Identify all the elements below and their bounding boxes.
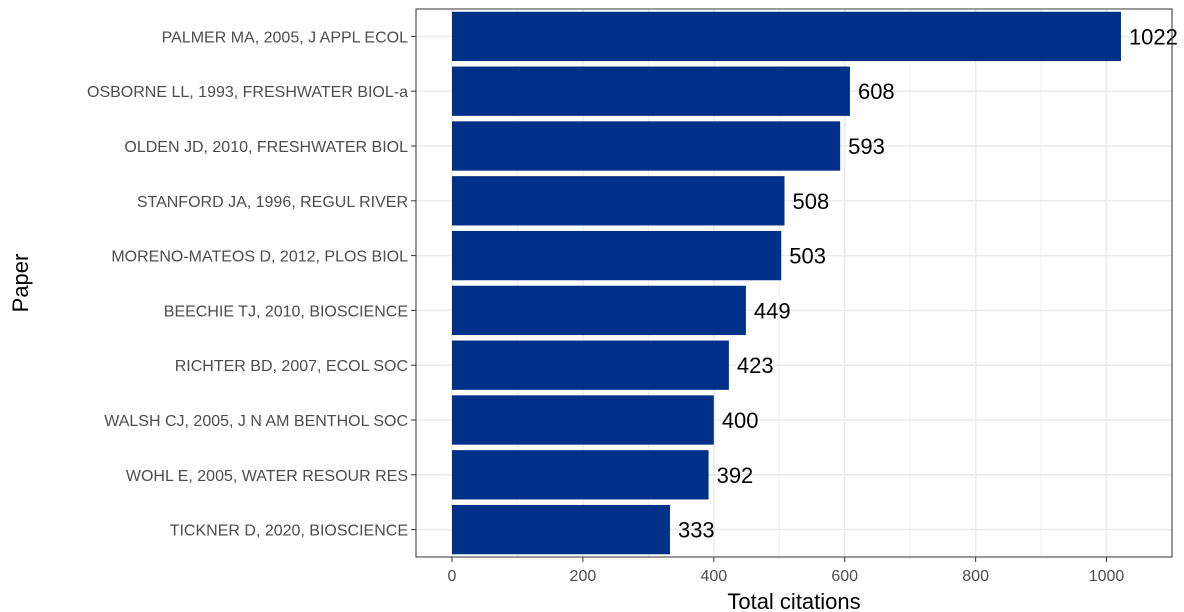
bar-value-label: 400 [722,408,759,433]
bar [452,285,746,336]
bar-value-label: 508 [793,189,830,214]
y-tick-label: PALMER MA, 2005, J APPL ECOL [162,29,408,46]
x-tick-label: 800 [962,568,989,585]
bars [452,11,1121,555]
x-axis-ticks: 0 200 400 600 800 1000 [448,557,1125,585]
bar [452,230,782,281]
value-labels: 1022 608 593 508 503 449 423 400 392 333 [678,24,1178,542]
x-tick-label: 600 [831,568,858,585]
y-axis-ticks: PALMER MA, 2005, J APPL ECOL OSBORNE LL, … [87,29,416,540]
x-axis-title: Total citations [727,589,860,612]
y-tick-label: MORENO-MATEOS D, 2012, PLOS BIOL [111,249,408,266]
bar-value-label: 333 [678,518,715,543]
bar [452,504,670,555]
y-tick-label: BEECHIE TJ, 2010, BIOSCIENCE [164,303,408,320]
y-tick-label: WOHL E, 2005, WATER RESOUR RES [126,468,408,485]
bar-value-label: 1022 [1129,24,1178,49]
bar [452,450,709,500]
bar-value-label: 593 [848,134,885,159]
y-tick-label: STANFORD JA, 1996, REGUL RIVER [137,194,408,211]
x-tick-label: 0 [448,568,457,585]
bar-value-label: 392 [717,463,754,488]
bar [452,340,729,390]
bar [452,121,841,171]
y-tick-label: OSBORNE LL, 1993, FRESHWATER BIOL-a [87,84,408,101]
bar-value-label: 608 [858,79,895,104]
bar [452,11,1121,62]
panel-border [415,8,1173,558]
x-tick-label: 1000 [1089,568,1125,585]
y-tick-label: RICHTER BD, 2007, ECOL SOC [175,358,408,375]
bar-value-label: 423 [737,353,774,378]
y-tick-label: WALSH CJ, 2005, J N AM BENTHOL SOC [104,413,408,430]
bar [452,66,850,116]
y-tick-label: OLDEN JD, 2010, FRESHWATER BIOL [124,139,408,156]
bar-value-label: 449 [754,298,791,323]
bar-value-label: 503 [789,244,826,269]
x-tick-label: 400 [700,568,727,585]
bar [452,176,785,226]
y-tick-label: TICKNER D, 2020, BIOSCIENCE [170,523,408,540]
x-tick-label: 200 [570,568,597,585]
y-axis-title: Paper [8,254,33,313]
bar [452,395,714,445]
